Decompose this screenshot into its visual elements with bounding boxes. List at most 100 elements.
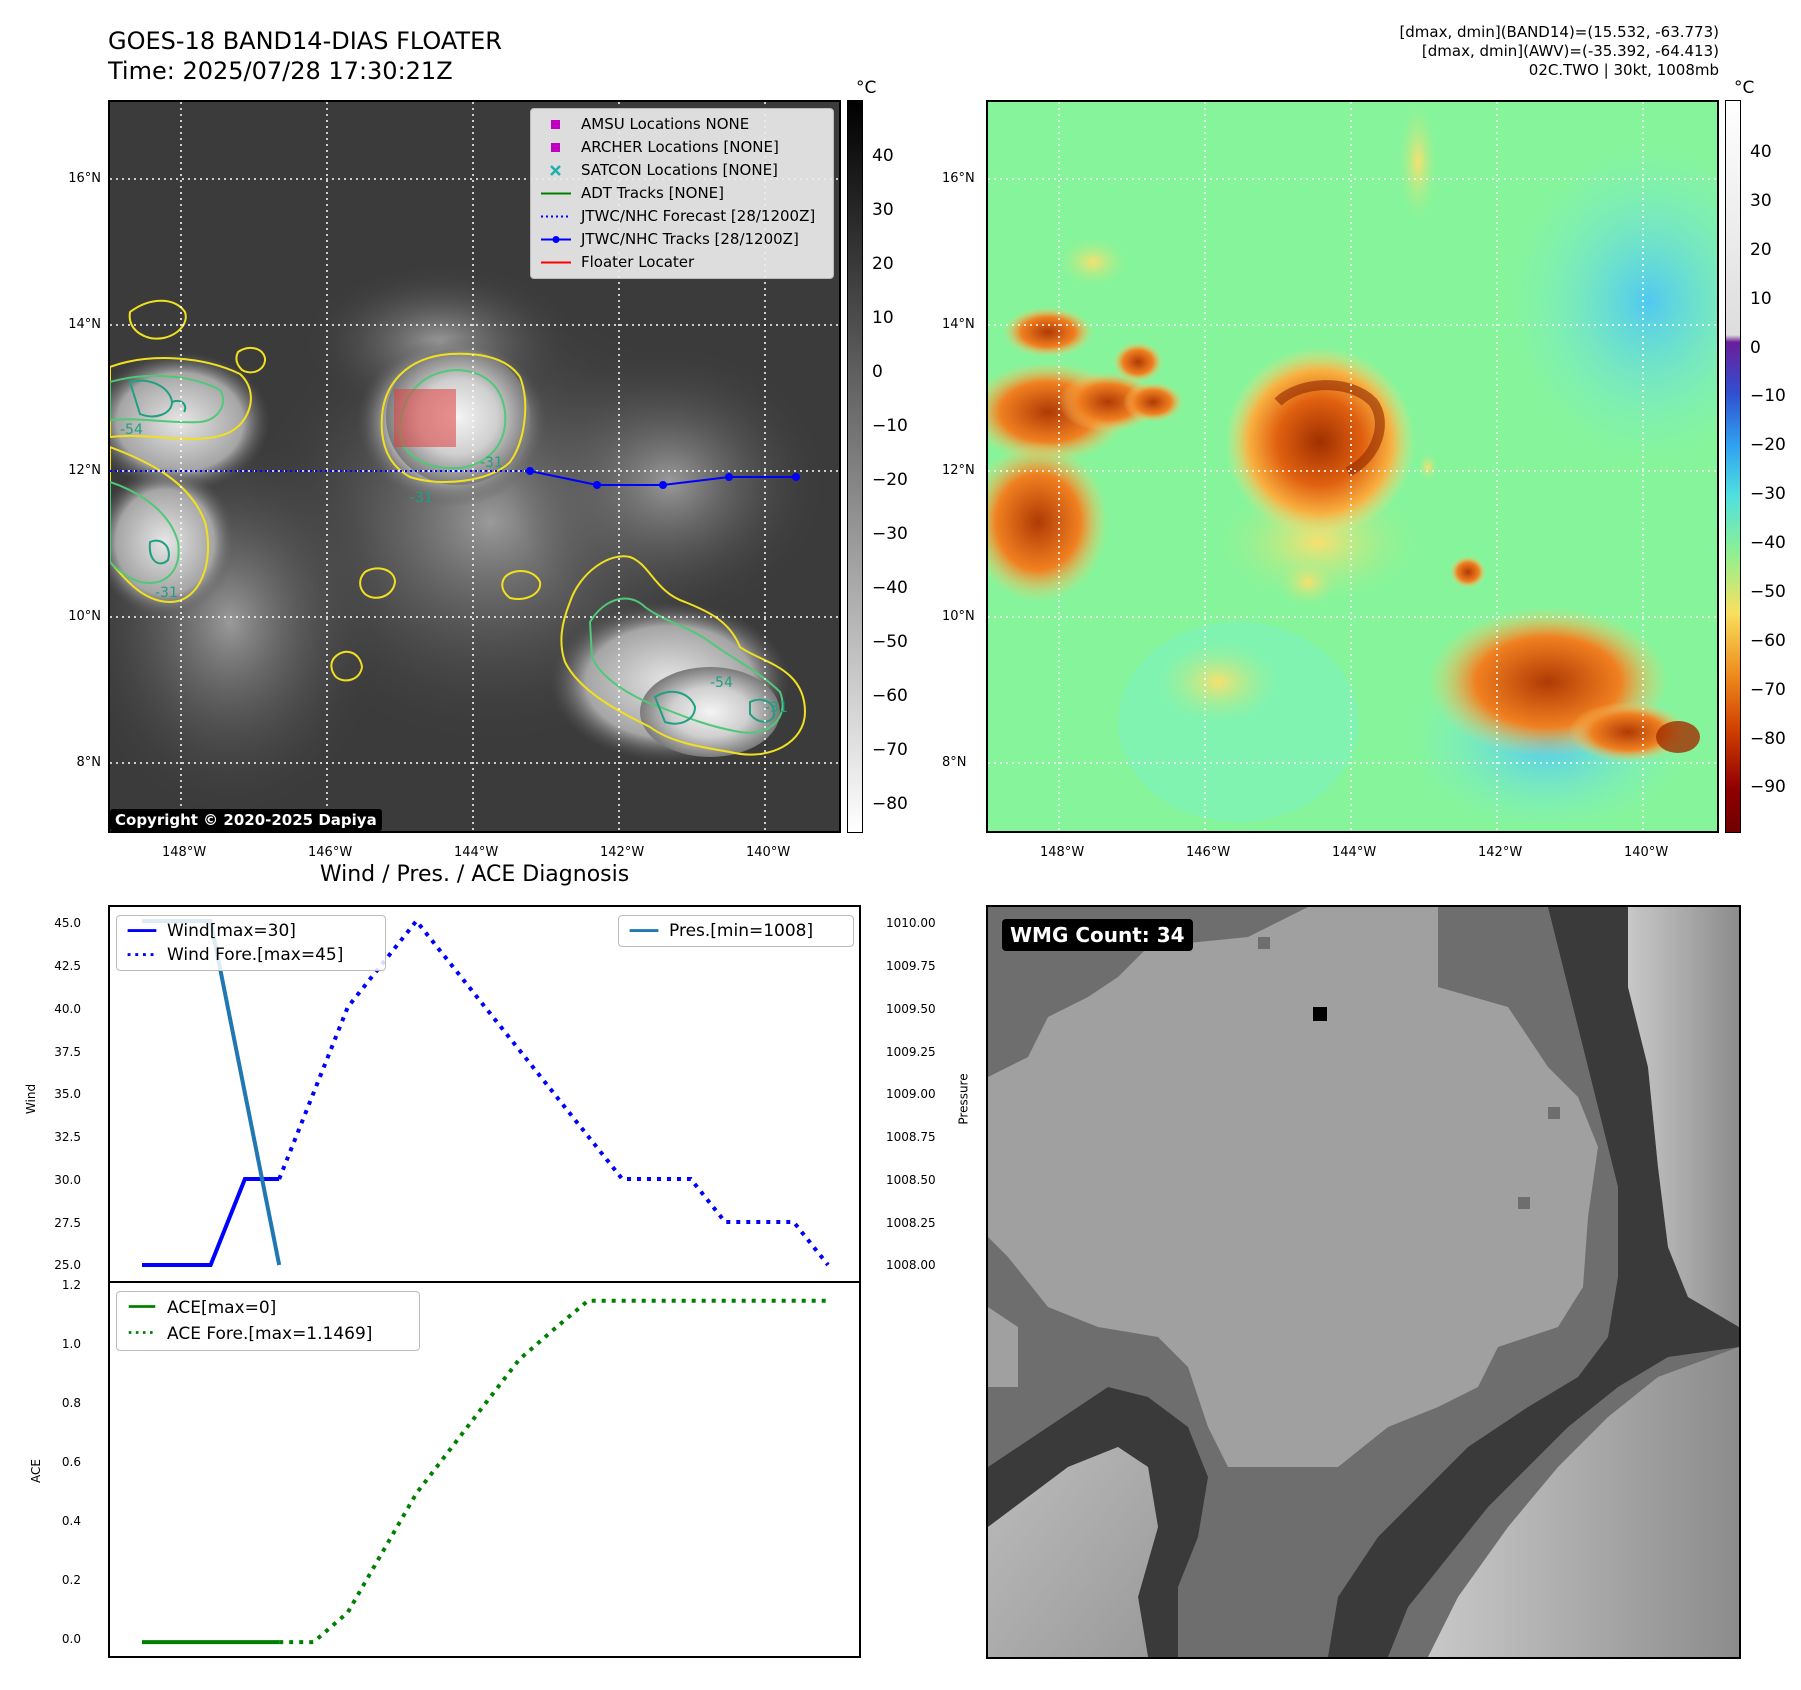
series-line-wind-lines-0 <box>142 1177 280 1267</box>
lat-tick: 16°N <box>68 171 101 186</box>
colorbar-tick: 10 <box>872 308 894 328</box>
colorbar-tick: 30 <box>872 200 894 220</box>
legend-entry-archer: ARCHER Locations [NONE] <box>531 136 833 159</box>
legend-entry-tracks: JTWC/NHC Tracks [28/1200Z] <box>531 228 833 251</box>
lat-tick: 8°N <box>942 755 967 770</box>
wind-legend: Wind[max=30] Wind Fore.[max=45] <box>116 915 386 971</box>
pres-legend: Pres.[min=1008] <box>618 915 854 947</box>
legend-entry-ace-fore: ACE Fore.[max=1.1469] <box>117 1321 419 1347</box>
line-dot-icon <box>541 236 571 243</box>
wmg-marker <box>1313 1007 1327 1021</box>
ir-legend: AMSU Locations NONE ARCHER Locations [NO… <box>530 108 834 279</box>
square-marker-icon <box>551 120 560 129</box>
pres-tick: 1009.75 <box>886 959 936 973</box>
ir-colorbar <box>847 100 863 833</box>
lat-tick: 14°N <box>68 317 101 332</box>
contour-label: -31 <box>155 585 178 601</box>
diag-chart <box>108 905 861 1658</box>
lon-tick: 148°W <box>162 845 207 860</box>
colorbar-tick: 0 <box>1750 338 1761 358</box>
pres-tick: 1009.50 <box>886 1002 936 1016</box>
dotted-line-icon <box>127 953 157 956</box>
lon-tick: 140°W <box>1624 845 1669 860</box>
wind-tick: 35.0 <box>54 1087 81 1101</box>
pres-tick: 1010.00 <box>886 916 936 930</box>
colorbar-tick: −80 <box>872 794 908 814</box>
forecast-series-line-wind-lines-1 <box>277 917 830 1267</box>
lat-tick: 14°N <box>942 317 975 332</box>
stats-line-2: [dmax, dmin](AWV)=(-35.392, -64.413) <box>1421 42 1719 60</box>
ace-tick: 0.6 <box>61 1455 81 1469</box>
lat-tick: 10°N <box>942 609 975 624</box>
legend-entry-pres: Pres.[min=1008] <box>619 919 853 943</box>
colorbar-tick: 10 <box>1750 289 1772 309</box>
wind-tick: 32.5 <box>54 1130 81 1144</box>
wind-tick: 27.5 <box>54 1216 81 1230</box>
colorbar-tick: 0 <box>872 362 883 382</box>
awv-colorbar <box>1725 100 1741 833</box>
dotted-line-icon <box>128 1331 156 1334</box>
diag-title: Wind / Pres. / ACE Diagnosis <box>319 862 630 887</box>
wind-ylabel: Wind <box>24 1083 39 1115</box>
ace-legend: ACE[max=0] ACE Fore.[max=1.1469] <box>116 1291 420 1351</box>
jtwc-track-points <box>526 467 800 489</box>
stats-block: [dmax, dmin](BAND14)=(15.532, -63.773) [… <box>1399 23 1719 80</box>
wind-tick: 40.0 <box>54 1002 81 1016</box>
lon-tick: 140°W <box>746 845 791 860</box>
line-marker-icon <box>541 192 571 195</box>
ace-tick: 1.2 <box>61 1278 81 1292</box>
contour-label: -31 <box>480 455 503 471</box>
wind-tick: 45.0 <box>54 916 81 930</box>
chart-title: GOES-18 BAND14-DIAS FLOATER Time: 2025/0… <box>108 26 502 86</box>
legend-entry-forecast: JTWC/NHC Forecast [28/1200Z] <box>531 205 833 228</box>
ace-tick: 1.0 <box>61 1337 81 1351</box>
diag-panel: Wind[max=30] Wind Fore.[max=45] Pres.[mi… <box>108 905 863 1659</box>
ace-tick: 0.2 <box>61 1573 81 1587</box>
colorbar-tick: −70 <box>1750 680 1786 700</box>
colorbar-tick: −10 <box>1750 386 1786 406</box>
title-line-2: Time: 2025/07/28 17:30:21Z <box>108 57 453 85</box>
legend-entry-ace: ACE[max=0] <box>117 1295 419 1321</box>
floater-locater-box <box>394 389 456 447</box>
legend-entry-floater: Floater Locater <box>531 251 833 274</box>
colorbar-tick: −50 <box>1750 582 1786 602</box>
colorbar-tick: −60 <box>1750 631 1786 651</box>
colorbar-tick: −40 <box>1750 533 1786 553</box>
ace-series-layer <box>142 1298 828 1645</box>
colorbar-tick: −90 <box>1750 777 1786 797</box>
pres-ylabel: Pressure <box>956 1073 971 1125</box>
line-marker-icon <box>128 1305 156 1308</box>
colorbar-tick: 40 <box>1750 142 1772 162</box>
legend-entry-wind-fore: Wind Fore.[max=45] <box>117 943 385 967</box>
ace-tick: 0.0 <box>61 1632 81 1646</box>
awv-map-panel <box>986 100 1719 833</box>
lon-tick: 144°W <box>454 845 499 860</box>
square-marker-icon <box>551 143 560 152</box>
lon-tick: 142°W <box>600 845 645 860</box>
wind-tick: 25.0 <box>54 1258 81 1272</box>
legend-entry-adt: ADT Tracks [NONE] <box>531 182 833 205</box>
colorbar-tick: −60 <box>872 686 908 706</box>
stats-line-3: 02C.TWO | 30kt, 1008mb <box>1528 61 1719 79</box>
legend-entry-wind: Wind[max=30] <box>117 919 385 943</box>
title-line-1: GOES-18 BAND14-DIAS FLOATER <box>108 27 502 55</box>
lat-tick: 8°N <box>76 755 102 770</box>
pres-tick: 1009.25 <box>886 1045 936 1059</box>
colorbar-tick: 20 <box>1750 240 1772 260</box>
contour-label: -54 <box>710 675 733 691</box>
wmg-count-label: WMG Count: 34 <box>1002 919 1193 951</box>
wind-tick: 37.5 <box>54 1045 81 1059</box>
colorbar-tick: −30 <box>1750 484 1786 504</box>
ace-ylabel: ACE <box>28 1459 43 1483</box>
contour-label: -54 <box>120 422 143 438</box>
lon-tick: 144°W <box>1332 845 1377 860</box>
colorbar-tick: −80 <box>1750 729 1786 749</box>
colorbar-tick: −30 <box>872 524 908 544</box>
contour-label: -31 <box>410 490 433 506</box>
pres-tick: 1008.50 <box>886 1173 936 1187</box>
line-marker-icon <box>541 261 571 264</box>
awv-map-image <box>988 102 1717 831</box>
colorbar-tick: −70 <box>872 740 908 760</box>
forecast-series-line-ace-lines-1 <box>279 1298 828 1645</box>
awv-gridlines <box>988 102 1717 831</box>
